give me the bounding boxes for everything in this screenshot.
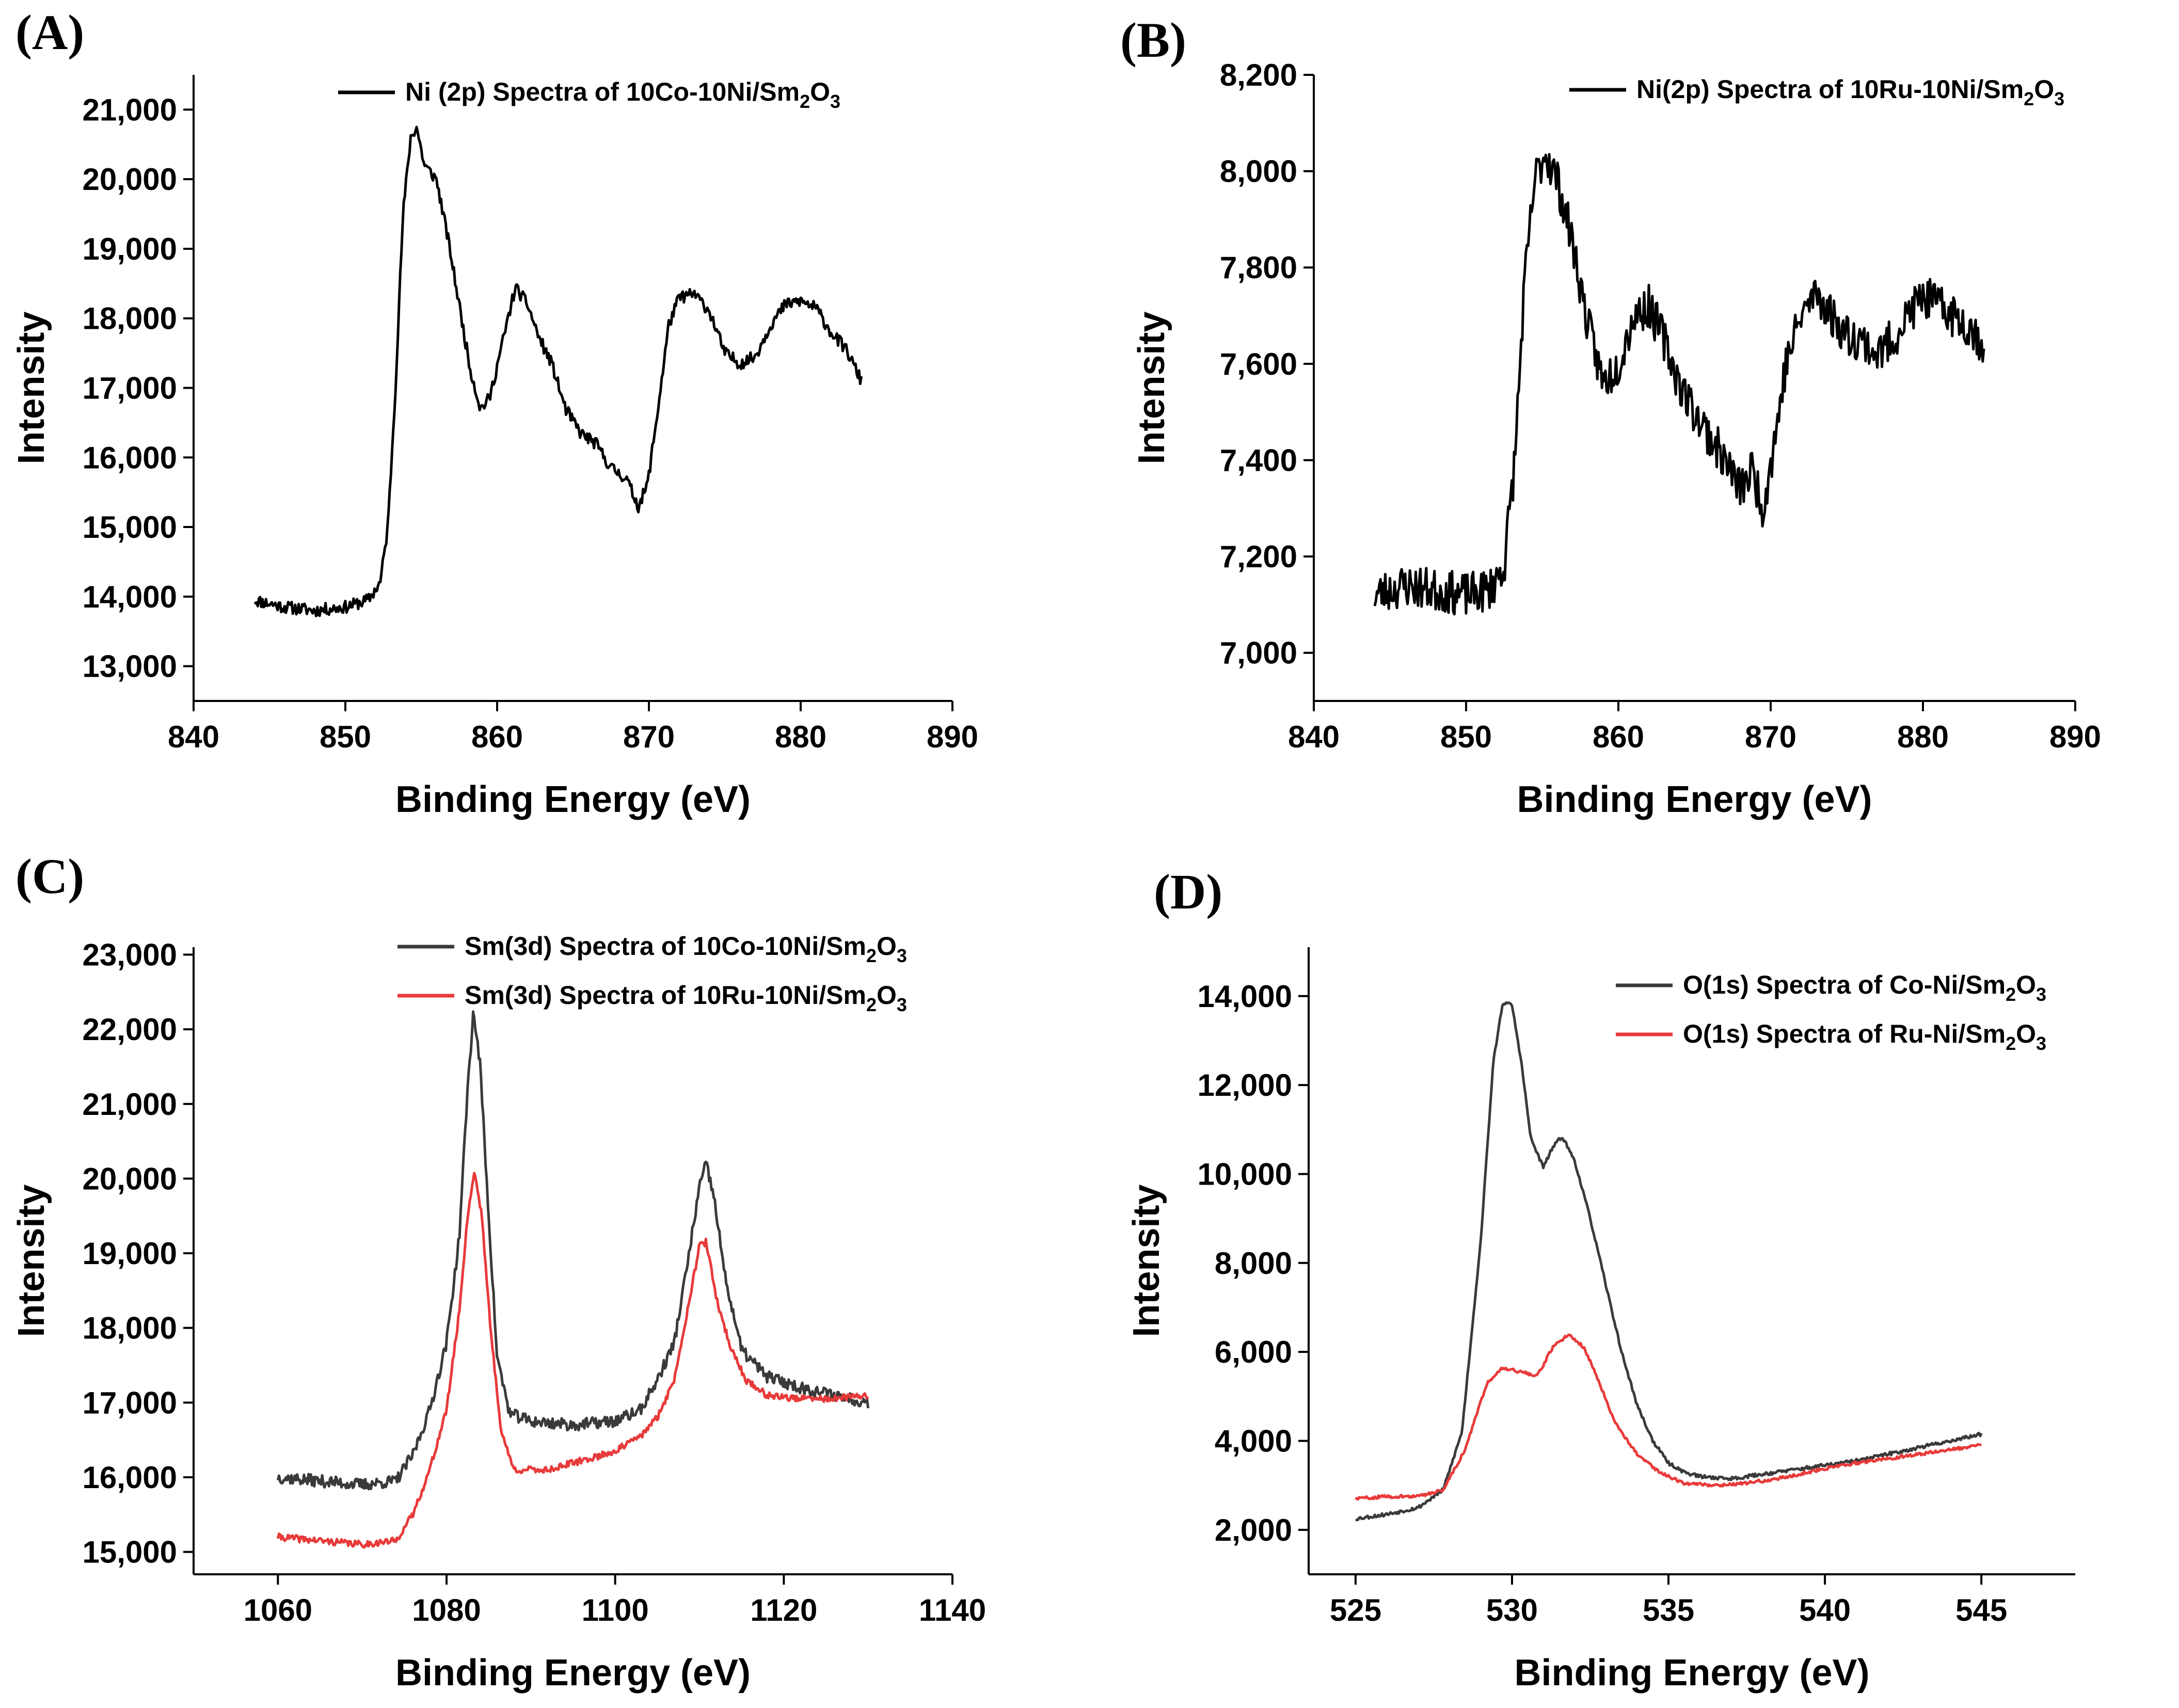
legend-label: O(1s) Spectra of Co-Ni/Sm2O3 <box>1683 970 2046 1005</box>
chart-panel-a: (A) 840 850 860 870 880 890 13,000 14,000 15,000 1… <box>11 5 978 820</box>
y-tick-label: 4,000 <box>1215 1424 1292 1458</box>
x-tick-label: 535 <box>1643 1593 1694 1627</box>
y-tick-label: 16,000 <box>82 440 177 475</box>
y-tick-label: 8,200 <box>1220 58 1297 92</box>
y-tick-label: 14,000 <box>82 580 177 614</box>
y-tick-label: 19,000 <box>82 232 177 266</box>
panel-letter: (A) <box>15 5 84 60</box>
y-tick-label: 6,000 <box>1215 1335 1292 1369</box>
y-tick-label: 17,000 <box>82 1385 177 1420</box>
y-tick-label: 12,000 <box>1197 1068 1292 1103</box>
x-tick-label: 870 <box>1745 720 1796 754</box>
x-tick-label: 1140 <box>919 1593 986 1627</box>
y-tick-label: 19,000 <box>82 1236 177 1271</box>
x-tick-label: 890 <box>927 720 978 754</box>
y-tick-label: 13,000 <box>82 649 177 684</box>
x-tick-label: 545 <box>1955 1593 2007 1627</box>
y-tick-label: 18,000 <box>82 301 177 336</box>
y-tick-label: 7,000 <box>1220 636 1297 671</box>
x-tick-label: 840 <box>168 720 219 754</box>
legend-label: Ni (2p) Spectra of 10Co-10Ni/Sm2O3 <box>405 77 840 112</box>
y-tick-label: 15,000 <box>82 510 177 545</box>
y-tick-label: 7,800 <box>1220 250 1297 285</box>
y-tick-label: 8,000 <box>1220 154 1297 189</box>
series-line-1 <box>254 125 863 617</box>
x-tick-label: 880 <box>1897 720 1949 754</box>
series-line-1 <box>1355 1001 1983 1522</box>
y-tick-label: 7,400 <box>1220 443 1297 477</box>
series-line-1 <box>1373 153 1985 616</box>
x-axis-title: Binding Energy (eV) <box>395 1652 751 1694</box>
y-tick-label: 7,200 <box>1220 539 1297 574</box>
y-tick-label: 20,000 <box>82 1161 177 1196</box>
y-axis-title: Intensity <box>1126 1184 1167 1337</box>
panel-letter: (C) <box>15 849 84 904</box>
y-tick-label: 14,000 <box>1197 979 1292 1014</box>
y-axis-title: Intensity <box>1131 311 1172 464</box>
legend-label: Sm(3d) Spectra of 10Co-10Ni/Sm2O3 <box>465 932 907 966</box>
panel-letter: (B) <box>1120 12 1186 68</box>
x-tick-label: 1060 <box>244 1593 312 1627</box>
x-tick-label: 1100 <box>582 1593 649 1627</box>
y-tick-label: 17,000 <box>82 371 177 406</box>
series-line-2 <box>276 1172 869 1549</box>
y-tick-label: 18,000 <box>82 1311 177 1346</box>
x-tick-label: 870 <box>623 720 675 754</box>
chart-panel-b: (B) 840 850 860 870 880 890 7,000 7,200 7,400 7,60… <box>1120 12 2101 820</box>
x-axis-title: Binding Energy (eV) <box>1514 1652 1869 1694</box>
y-tick-label: 16,000 <box>82 1460 177 1495</box>
x-tick-label: 880 <box>775 720 826 754</box>
legend-label: Ni(2p) Spectra of 10Ru-10Ni/Sm2O3 <box>1636 75 2064 109</box>
x-tick-label: 1120 <box>750 1593 817 1627</box>
panel-letter: (D) <box>1154 864 1222 919</box>
x-tick-label: 850 <box>320 720 371 754</box>
x-axis-title: Binding Energy (eV) <box>1517 779 1872 820</box>
x-tick-label: 850 <box>1440 720 1492 754</box>
x-tick-label: 840 <box>1288 720 1340 754</box>
chart-panel-d: (D) 525 530 535 540 545 2,000 4,000 6,000 8,000 10… <box>1126 864 2075 1694</box>
y-tick-label: 21,000 <box>82 1087 177 1122</box>
y-tick-label: 15,000 <box>82 1535 177 1570</box>
y-tick-label: 2,000 <box>1215 1513 1292 1547</box>
x-tick-label: 890 <box>2049 720 2101 754</box>
x-tick-label: 530 <box>1486 1593 1538 1627</box>
x-tick-label: 860 <box>471 720 523 754</box>
x-tick-label: 525 <box>1330 1593 1381 1627</box>
legend-label: Sm(3d) Spectra of 10Ru-10Ni/Sm2O3 <box>465 981 907 1015</box>
y-tick-label: 21,000 <box>82 92 177 127</box>
y-tick-label: 20,000 <box>82 162 177 197</box>
legend-label: O(1s) Spectra of Ru-Ni/Sm2O3 <box>1683 1019 2046 1054</box>
y-tick-label: 10,000 <box>1197 1157 1292 1191</box>
y-axis-title: Intensity <box>11 311 52 464</box>
y-tick-label: 22,000 <box>82 1012 177 1047</box>
y-tick-label: 8,000 <box>1215 1246 1292 1281</box>
chart-panel-c: (C) 1060 1080 1100 1120 1140 15,000 16,000 17,00… <box>11 849 986 1694</box>
x-tick-label: 860 <box>1593 720 1644 754</box>
x-axis-title: Binding Energy (eV) <box>395 779 751 820</box>
y-tick-label: 23,000 <box>82 937 177 972</box>
y-tick-label: 7,600 <box>1220 347 1297 381</box>
y-axis-title: Intensity <box>11 1184 52 1337</box>
series-line-2 <box>1355 1333 1982 1501</box>
x-tick-label: 540 <box>1799 1593 1851 1627</box>
series-line-1 <box>276 1010 870 1491</box>
x-tick-label: 1080 <box>412 1593 481 1627</box>
